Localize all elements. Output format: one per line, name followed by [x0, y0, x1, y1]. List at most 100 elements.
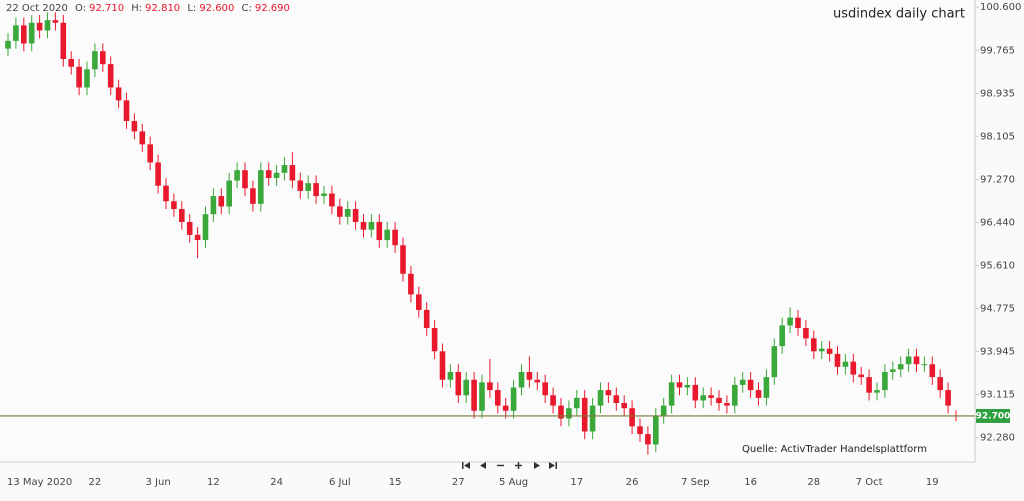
candle-body: [708, 395, 714, 398]
candle-body: [479, 382, 485, 411]
candle-body: [76, 66, 82, 88]
candles: [5, 12, 959, 455]
candle-body: [890, 369, 896, 372]
candle-body: [100, 51, 106, 65]
y-tick-label: 96.440: [980, 217, 1015, 228]
candle-body: [171, 201, 177, 210]
candle-body: [905, 356, 912, 365]
candle-body: [305, 183, 311, 191]
plot-area: [0, 0, 975, 462]
y-tick-label: 93.945: [980, 347, 1015, 358]
candle-body: [937, 377, 943, 391]
header-label: O:: [75, 3, 86, 14]
candle-body: [84, 69, 90, 88]
y-tick-label: 99.765: [980, 45, 1015, 56]
candle-body: [202, 214, 209, 241]
candle-body: [558, 405, 564, 419]
candle-body: [771, 346, 778, 378]
candle-body: [344, 209, 351, 217]
candle-body: [265, 170, 272, 178]
candle-body: [258, 170, 264, 204]
candle-body: [179, 209, 185, 222]
candle-body: [289, 165, 296, 181]
candle-body: [645, 434, 651, 445]
candle-body: [439, 351, 446, 380]
candle-body: [455, 371, 462, 396]
candle-body: [376, 221, 383, 241]
candle-body: [107, 64, 114, 88]
candle-body: [763, 377, 770, 398]
candle-body: [408, 273, 414, 295]
x-tick-label: 5 Aug: [499, 477, 528, 488]
header-label: C:: [242, 3, 252, 14]
header-value: 92.710: [89, 3, 124, 14]
y-tick-label: 95.610: [980, 260, 1015, 271]
y-tick-label: 100.600: [980, 2, 1021, 13]
candle-body: [36, 22, 43, 31]
candle-body: [755, 390, 762, 398]
nav-controls[interactable]: [462, 462, 557, 469]
candle-body: [431, 328, 438, 352]
nav-zoom-in[interactable]: [515, 462, 522, 469]
last-price-label: 92.700: [976, 411, 1011, 421]
x-tick-label: 7 Sep: [681, 477, 709, 488]
header-value: 92.810: [145, 3, 180, 14]
header-value: 92.690: [255, 3, 290, 14]
candle-body: [747, 379, 754, 391]
candle-body: [510, 387, 517, 411]
candle-body: [660, 405, 667, 416]
candle-body: [218, 196, 225, 207]
y-tick-label: 92.280: [980, 433, 1015, 444]
chart-title: usdindex daily chart: [833, 7, 965, 22]
candle-body: [550, 395, 556, 406]
nav-prev[interactable]: [480, 462, 486, 469]
candle-body: [613, 395, 620, 404]
candle-body: [400, 245, 406, 274]
candle-body: [123, 100, 130, 122]
candle-body: [882, 371, 888, 391]
nav-next[interactable]: [534, 462, 540, 469]
candle-body: [581, 397, 588, 432]
candle-body: [692, 384, 699, 401]
candle-body: [842, 361, 849, 367]
x-tick-label: 15: [389, 477, 402, 488]
candle-body: [874, 390, 880, 393]
candle-body: [5, 40, 11, 49]
candle-body: [700, 395, 706, 401]
ohlc-header: 22 Oct 2020 O: 92.710 H: 92.810 L: 92.600 C…: [6, 3, 290, 14]
candle-body: [858, 374, 864, 378]
candle-body: [921, 364, 928, 366]
candle-body: [115, 87, 122, 101]
candle-body: [929, 364, 936, 378]
candle-body: [60, 22, 67, 59]
x-tick-label: 19: [926, 477, 939, 488]
candle-body: [834, 353, 841, 367]
nav-last[interactable]: [549, 462, 557, 469]
candle-body: [21, 25, 27, 44]
y-tick-label: 97.270: [980, 175, 1015, 186]
candle-body: [194, 234, 201, 241]
candle-body: [913, 356, 920, 365]
candle-body: [352, 209, 359, 222]
candle-body: [684, 384, 691, 388]
candle-body: [186, 221, 193, 235]
candle-body: [495, 390, 501, 406]
candle-body: [447, 371, 454, 380]
candle-body: [321, 193, 327, 197]
header-label: L:: [187, 3, 196, 14]
candle-body: [534, 379, 541, 383]
header-label: H:: [131, 3, 142, 14]
x-tick-label: 7 Oct: [856, 477, 883, 488]
candle-body: [147, 144, 153, 163]
x-tick-label: 6 Jul: [329, 477, 351, 488]
x-tick-label: 28: [807, 477, 820, 488]
candle-body: [368, 221, 375, 230]
candle-body: [732, 384, 738, 406]
candle-body: [155, 162, 161, 186]
header-date: 22 Oct 2020: [6, 3, 68, 14]
candle-body: [668, 382, 675, 406]
candle-body: [131, 121, 138, 132]
candle-body: [281, 165, 288, 173]
nav-first[interactable]: [462, 462, 470, 469]
